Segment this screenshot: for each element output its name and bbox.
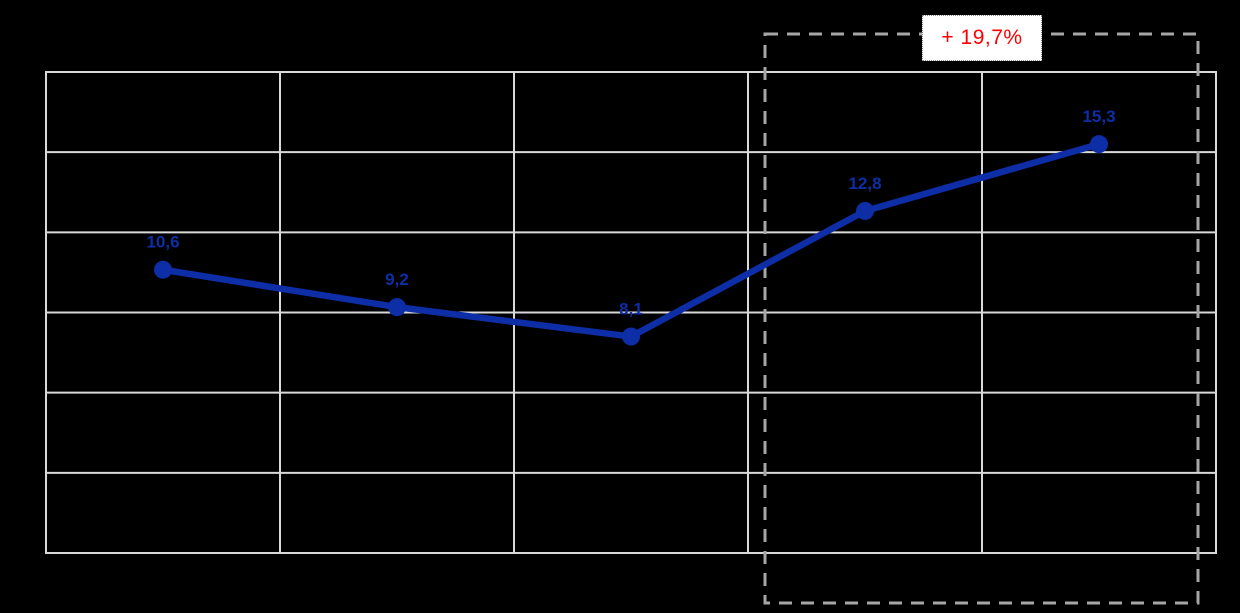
data-point-label: 15,3: [1082, 107, 1115, 126]
data-point-marker: [154, 260, 172, 279]
growth-annotation-label: + 19,7%: [941, 26, 1023, 49]
data-point-label: 12,8: [848, 174, 881, 193]
data-point-marker: [1090, 135, 1108, 154]
data-point-marker: [622, 327, 640, 346]
highlight-dashed-rectangle: [763, 32, 1200, 605]
data-point-marker: [856, 201, 874, 220]
growth-annotation-box: + 19,7%: [922, 15, 1042, 61]
data-point-label: 10,6: [146, 233, 179, 252]
plot-area-border: [45, 71, 1217, 554]
data-point-marker: [388, 298, 406, 317]
data-point-label: 8,1: [619, 300, 643, 319]
data-point-label: 9,2: [385, 270, 409, 289]
